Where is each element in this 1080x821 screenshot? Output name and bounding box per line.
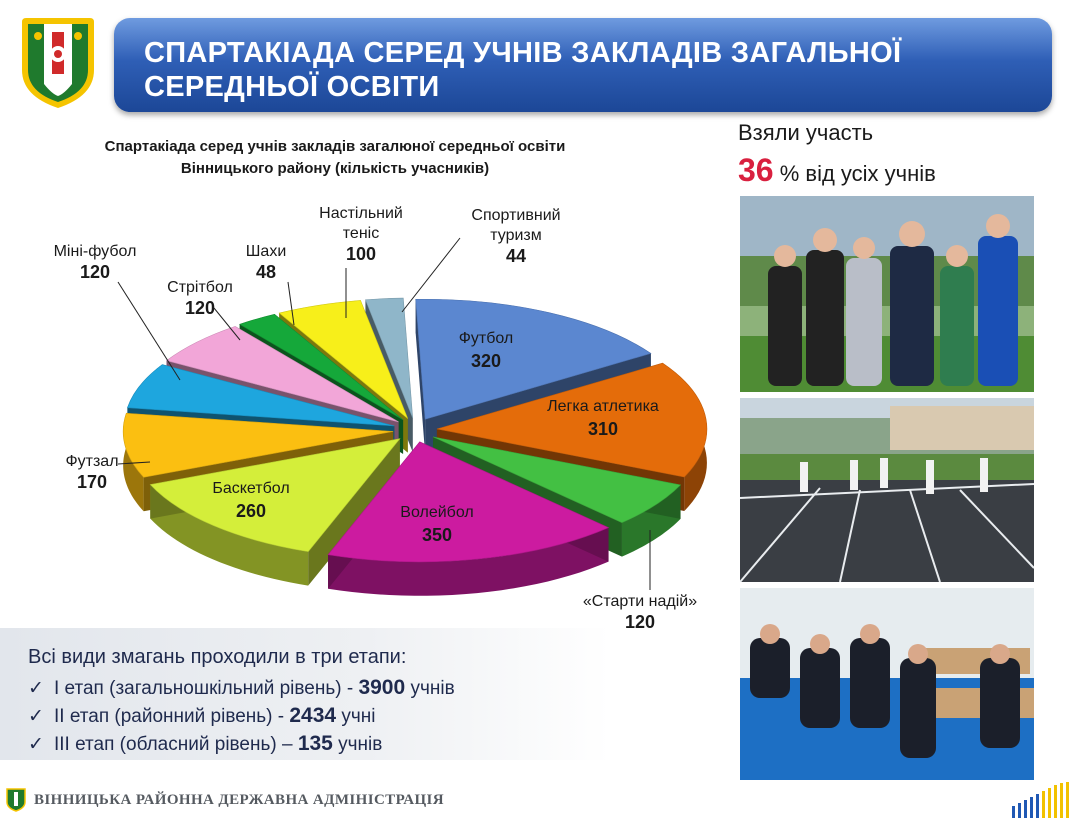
pie-slice-top: [165, 326, 399, 423]
pie-slice-4: [149, 438, 401, 586]
stages-box: Всі види змагань проходили в три етапи: …: [0, 628, 610, 760]
label-sport-tourism: Спортивний туризм 44: [471, 207, 561, 266]
coat-of-arms-icon: [22, 18, 94, 108]
check-icon: ✓: [28, 734, 44, 755]
label-volleyball: Волейбол 350: [400, 504, 474, 545]
footer: ВІННИЦЬКА РАЙОННА ДЕРЖАВНА АДМІНІСТРАЦІЯ: [0, 780, 1080, 821]
stage-row: ✓ II етап (районний рівень) - 2434 учні: [28, 704, 376, 727]
participation-suffix: % від усіх учнів: [779, 161, 936, 186]
label-mini-football: Міні-фубол 120: [53, 243, 137, 282]
title-banner: СПАРТАКІАДА СЕРЕД УЧНІВ ЗАКЛАДІВ ЗАГАЛЬН…: [114, 18, 1052, 112]
participation-label: Взяли участь: [738, 120, 874, 145]
pie-slice-side: [328, 527, 609, 596]
brand-bars-icon: [1012, 782, 1069, 818]
leader-line: [287, 281, 295, 326]
pie-slice-top: [149, 438, 401, 552]
page-title: СПАРТАКІАДА СЕРЕД УЧНІВ ЗАКЛАДІВ ЗАГАЛЬН…: [144, 37, 902, 103]
footer-org-name: ВІННИЦЬКА РАЙОННА ДЕРЖАВНА АДМІНІСТРАЦІЯ: [34, 792, 444, 808]
label-basketball: Баскетбол 260: [212, 480, 290, 521]
leader-line: [213, 307, 241, 341]
pie-slice-top: [415, 298, 652, 420]
check-icon: ✓: [28, 678, 44, 699]
label-futbol: Футбол 320: [458, 330, 514, 371]
check-icon: ✓: [28, 706, 44, 727]
pie-slice-top: [365, 297, 413, 419]
label-futsal: Футзал 170: [65, 453, 119, 492]
label-starty-nadiy: «Старти надій» 120: [582, 593, 698, 632]
pie-slice-side: [123, 413, 144, 512]
leader-line: [117, 461, 151, 465]
leader-line: [117, 281, 181, 381]
participation-percent: 36: [738, 152, 774, 188]
stages-heading: Всі види змагань проходили в три етапи:: [28, 646, 407, 668]
chart-title: Спартакіада серед учнів закладів загалюн…: [104, 138, 566, 177]
stage-row: ✓ III етап (обласний рівень) – 135 учнів: [28, 732, 383, 755]
photo-group-of-athletes: [740, 196, 1034, 392]
leader-line: [401, 237, 461, 313]
stage-row: ✓ I етап (загальношкільний рівень) - 3900…: [28, 676, 455, 699]
photo-chess-tournament: [740, 588, 1034, 784]
participation-stat: 36 % від усіх учнів: [738, 152, 936, 189]
pie-slice-side: [150, 484, 309, 586]
pie-slice-3: [327, 441, 610, 596]
pie-slice-top: [278, 300, 409, 419]
label-table-tennis: Настільний теніс 100: [319, 205, 403, 264]
label-chess: Шахи 48: [245, 243, 287, 282]
pie-chart: [117, 237, 708, 596]
pie-slice-top: [127, 364, 395, 427]
label-athletics: Легка атлетика 310: [547, 398, 659, 439]
pie-slice-top: [327, 441, 610, 563]
pie-slice-top: [239, 313, 404, 421]
pie-slice-top: [122, 412, 394, 478]
pie-slice-top: [432, 436, 682, 523]
coat-of-arms-small-icon: [6, 788, 26, 812]
label-streetball: Стрітбол 120: [167, 279, 233, 318]
pie-slice-wall: [415, 299, 426, 454]
pie-slice-top: [436, 362, 708, 478]
photo-track-race: [740, 398, 1034, 582]
